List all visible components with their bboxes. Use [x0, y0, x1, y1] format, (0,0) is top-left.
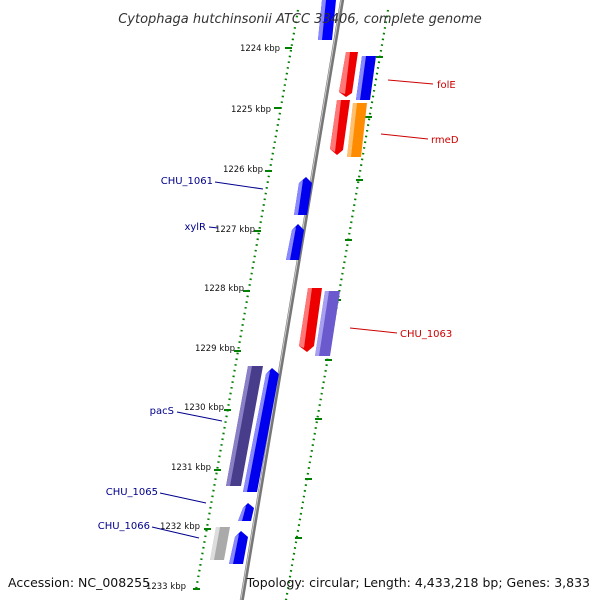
genome-backbone: [239, 0, 345, 600]
gene-pacS-partner-shade: [243, 371, 270, 492]
gene-CHU_1065-shade: [238, 506, 246, 521]
accession-text: Accession: NC_008255: [8, 575, 150, 590]
gene-xylR-shade: [286, 227, 296, 260]
gene-label-CHU_1063[interactable]: CHU_1063: [400, 329, 452, 340]
tick-label: 1231 kbp: [171, 463, 211, 473]
gene-label-CHU_1061[interactable]: CHU_1061: [161, 176, 213, 187]
leader-CHU_1065: [159, 492, 207, 504]
gene-pacS-shade: [226, 366, 252, 486]
leader-lines: [151, 79, 434, 539]
tick-label: 1224 kbp: [240, 44, 280, 54]
gene-CHU_1066-partner-shade: [229, 534, 239, 564]
leader-CHU_1063: [349, 327, 398, 334]
gene-label-CHU_1065[interactable]: CHU_1065: [106, 487, 158, 498]
gene-label-folE[interactable]: folE: [437, 80, 456, 91]
tick-label: 1230 kbp: [184, 403, 224, 413]
outer-tick-marks: [295, 56, 383, 539]
gene-red-2-shade: [330, 100, 341, 152]
leader-xylR: [208, 226, 219, 229]
gene-labels: folE rmeD CHU_1063 CHU_1061 xylR pacS CH…: [98, 80, 459, 532]
tick-label: 1232 kbp: [160, 522, 200, 532]
gene-top-partial-shade: [318, 0, 326, 40]
topology-text: Topology: circular; Length: 4,433,218 bp…: [246, 575, 590, 590]
leader-rmeD: [380, 133, 429, 140]
gene-folE-shade: [339, 52, 350, 94]
gene-label-pacS[interactable]: pacS: [150, 406, 174, 417]
leader-folE: [387, 79, 434, 85]
tick-label: 1228 kbp: [204, 284, 244, 294]
tick-label: 1226 kbp: [223, 165, 263, 175]
gene-folE-partner-shade: [356, 56, 366, 100]
gene-rmeD-shade: [347, 103, 357, 157]
tick-label: 1225 kbp: [231, 105, 271, 115]
genome-backbone-highlight: [240, 0, 342, 600]
tick-label: 1233 kbp: [146, 582, 186, 592]
gene-label-xylR[interactable]: xylR: [184, 222, 206, 233]
gene-red-3-shade: [299, 288, 312, 348]
gene-CHU_1063-shade: [315, 291, 329, 356]
tick-label: 1227 kbp: [215, 225, 255, 235]
leader-CHU_1066: [151, 526, 200, 539]
tick-label: 1229 kbp: [195, 344, 235, 354]
gene-label-rmeD[interactable]: rmeD: [431, 135, 459, 146]
leader-pacS: [176, 411, 223, 422]
map-title: Cytophaga hutchinsonii ATCC 33406, compl…: [118, 12, 482, 27]
tick-labels: 1224 kbp 1225 kbp 1226 kbp 1227 kbp 1228…: [146, 44, 280, 592]
genes: [210, 0, 376, 564]
leader-CHU_1061: [214, 181, 264, 190]
gene-label-CHU_1066[interactable]: CHU_1066: [98, 521, 150, 532]
gene-CHU_1066-shade: [210, 527, 220, 560]
outer-track: [284, 9, 390, 600]
inner-tick-marks: [193, 47, 292, 590]
inner-tick-track: [194, 9, 300, 591]
gene-CHU_1061-shade: [294, 180, 303, 215]
